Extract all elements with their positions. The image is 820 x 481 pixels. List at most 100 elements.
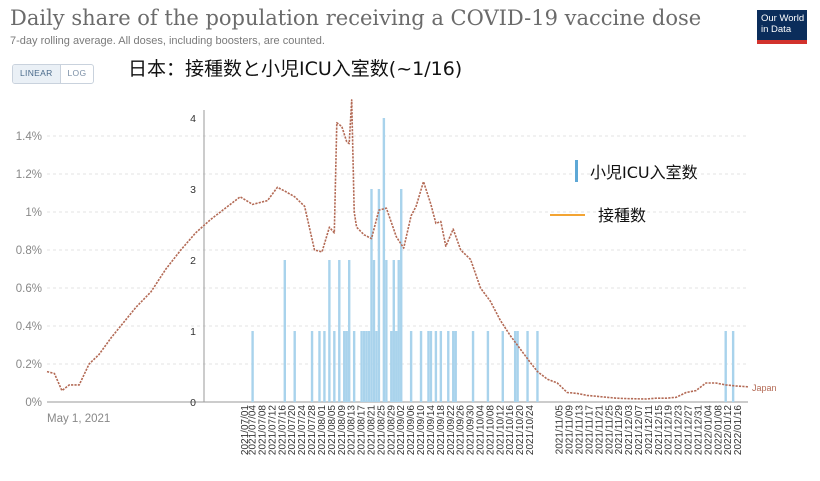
x-axis-date-label: 2021/08/17 (357, 405, 368, 455)
x-axis-date-label: 2021/11/21 (594, 405, 605, 455)
x-axis-date-label: 2021/10/04 (476, 405, 487, 455)
bar-y-tick-label: 0 (190, 397, 196, 409)
japan-line (46, 99, 749, 400)
icu-bar (516, 331, 519, 402)
icu-bar (328, 260, 331, 402)
logo-line-1: Our World (761, 13, 805, 24)
icu-bar (724, 331, 727, 402)
icu-bar (409, 331, 413, 402)
x-axis-date-label: 2021/07/01 (240, 405, 251, 455)
x-axis-date-label: 2021/12/27 (684, 405, 695, 455)
x-axis-date-label: 2021/11/25 (604, 405, 615, 455)
x-axis-date-label: 2021/09/14 (426, 405, 437, 455)
x-axis-date-label: 2021/09/10 (416, 405, 427, 455)
x-axis-date-label: 2021/12/23 (674, 405, 685, 455)
icu-bar (501, 331, 504, 402)
x-axis-date-label: 2021/07/04 (248, 405, 259, 455)
icu-bar (471, 331, 475, 402)
icu-bar (419, 331, 423, 402)
log-scale-button[interactable]: LOG (67, 68, 87, 78)
bar-y-tick-label: 4 (190, 113, 196, 125)
y-axis-tick-label: 0.2% (16, 359, 42, 371)
icu-bar (293, 331, 296, 402)
x-axis-date-label: 2021/09/22 (446, 405, 457, 455)
icu-bar (429, 331, 433, 402)
icu-bar (333, 331, 336, 402)
overlay-title: 日本：接種数と小児ICU入室数(~1/16) (128, 58, 463, 80)
x-axis-date-label: 2021/10/16 (505, 405, 516, 455)
y-axis-tick-label: 1.4% (16, 131, 42, 143)
icu-bar (375, 331, 378, 402)
icu-bar (372, 260, 376, 402)
icu-bar (400, 189, 403, 402)
icu-bar (390, 331, 393, 402)
x-axis-date-label: 2021/08/01 (317, 405, 328, 455)
x-axis-date-label: 2021/11/17 (585, 405, 596, 455)
chart-subtitle: 7-day rolling average. All doses, includ… (10, 35, 325, 47)
icu-bar (310, 331, 314, 402)
x-axis-date-label: 2021/09/18 (436, 405, 447, 455)
x-axis-date-label: 2021/11/09 (565, 405, 576, 455)
icu-bar (427, 331, 430, 402)
icu-bar (343, 331, 346, 402)
icu-bar (434, 331, 438, 402)
bar-y-tick-label: 3 (190, 184, 196, 196)
icu-bar (377, 189, 381, 402)
x-axis-date-label: 2022/01/12 (723, 405, 734, 455)
x-axis-start-label: May 1, 2021 (47, 413, 110, 425)
x-axis-date-label: 2022/01/16 (733, 405, 744, 455)
x-axis-date-label: 2021/10/08 (485, 405, 496, 455)
icu-bar (345, 331, 348, 402)
x-axis-date-label: 2021/11/29 (614, 405, 625, 455)
legend-line-label: 接種数 (598, 206, 646, 225)
logo-line-2: in Data (761, 24, 792, 35)
x-axis-date-label: 2021/12/15 (654, 405, 665, 455)
legend-bar-label: 小児ICU入室数 (590, 163, 698, 182)
x-axis-date-label: 2021/11/13 (575, 405, 586, 455)
x-axis-date-label: 2021/09/26 (456, 405, 467, 455)
x-axis-date-label: 2021/08/09 (337, 405, 348, 455)
x-axis-date-label: 2021/10/24 (525, 405, 536, 455)
x-axis-date-label: 2021/08/21 (367, 405, 378, 455)
y-axis-tick-label: 1% (25, 207, 42, 219)
linear-scale-button[interactable]: LINEAR (13, 65, 61, 83)
icu-bar (731, 331, 735, 402)
x-axis-date-label: 2021/12/07 (634, 405, 645, 455)
scale-toggle: LINEAR LOG (12, 64, 95, 84)
x-axis-date-label: 2021/09/06 (406, 405, 417, 455)
x-axis-date-label: 2021/09/30 (466, 405, 477, 455)
y-axis-tick-label: 0% (25, 397, 42, 409)
x-axis-date-label: 2021/07/28 (307, 405, 318, 455)
icu-bar (323, 331, 326, 402)
x-axis-date-label: 2021/07/20 (287, 405, 298, 455)
x-axis-date-label: 2021/08/25 (376, 405, 387, 455)
x-axis-date-label: 2021/12/19 (664, 405, 675, 455)
icu-bar (283, 260, 286, 402)
x-axis-date-label: 2021/12/03 (624, 405, 635, 455)
x-axis-date-label: 2021/10/12 (495, 405, 506, 455)
y-axis-tick-label: 0.8% (16, 245, 42, 257)
x-axis-date-label: 2021/08/13 (347, 405, 358, 455)
x-axis-date-label: 2021/08/29 (386, 405, 397, 455)
icu-bar (362, 331, 366, 402)
owid-logo[interactable]: Our World in Data (757, 10, 807, 44)
icu-bar (486, 331, 490, 402)
icu-bar (439, 331, 443, 402)
y-axis-tick-label: 0.4% (16, 321, 42, 333)
bar-y-tick-label: 2 (190, 255, 196, 267)
icu-bar (526, 331, 529, 402)
x-axis-date-label: 2022/01/08 (713, 405, 724, 455)
icu-bar (385, 260, 388, 402)
chart-title: Daily share of the population receiving … (10, 6, 702, 30)
icu-bar (365, 331, 368, 402)
icu-bar (338, 260, 341, 402)
x-axis-date-label: 2022/01/04 (703, 405, 714, 455)
icu-bar (382, 118, 386, 402)
y-axis-tick-label: 0.6% (16, 283, 42, 295)
icu-bar (454, 331, 457, 402)
icu-bar (397, 260, 400, 402)
x-axis-date-label: 2021/09/02 (396, 405, 407, 455)
x-axis-date-label: 2021/07/12 (267, 405, 278, 455)
icu-bar (395, 331, 398, 402)
